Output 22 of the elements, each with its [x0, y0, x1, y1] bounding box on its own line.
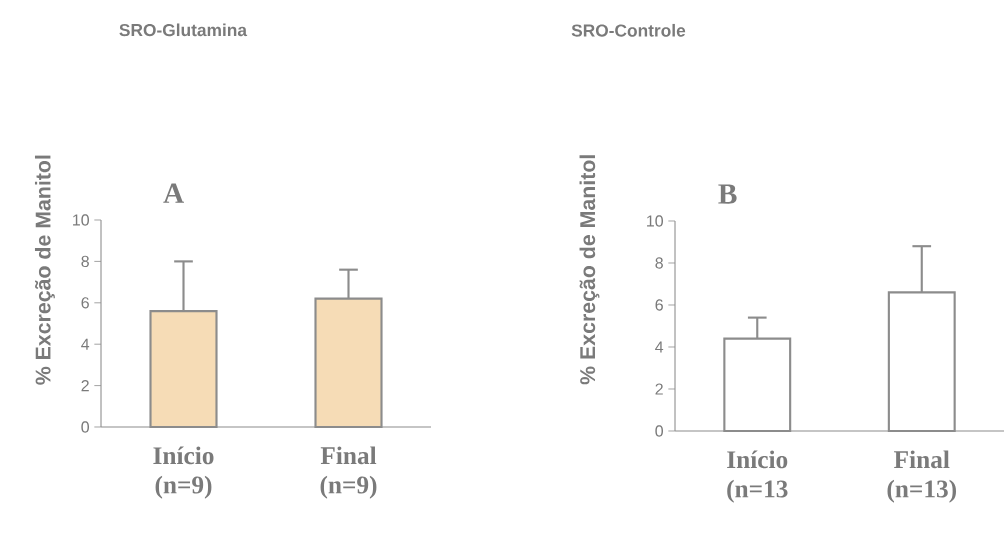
x-tick-label: Início (n=13: [727, 450, 788, 503]
x-tick-label: Final (n=9): [320, 446, 377, 499]
y-tick-label: 10: [73, 214, 90, 226]
y-tick-label: 10: [647, 215, 664, 227]
x-tick-label: Final (n=13): [887, 450, 957, 503]
chart-title: SRO-Glutamina: [119, 23, 248, 37]
chart-title: SRO-Controle: [571, 23, 686, 37]
y-axis-title: % Excreção de Manitol: [579, 155, 600, 385]
y-tick-label: 8: [655, 257, 663, 269]
x-tick-label: Início (n=9): [153, 446, 214, 499]
y-tick-label: 2: [81, 380, 89, 392]
text: B: [718, 184, 737, 204]
text: A: [163, 183, 184, 203]
y-tick-label: 4: [655, 341, 664, 353]
y-tick-label: 0: [655, 425, 664, 437]
y-axis-title: % Excreção de Manitol: [34, 155, 55, 385]
y-tick-label: 8: [81, 255, 89, 268]
y-tick-label: 6: [655, 299, 663, 311]
y-tick-label: 4: [81, 338, 90, 350]
y-tick-label: 0: [81, 421, 90, 433]
y-tick-label: 6: [81, 297, 89, 309]
y-tick-label: 2: [655, 383, 663, 395]
